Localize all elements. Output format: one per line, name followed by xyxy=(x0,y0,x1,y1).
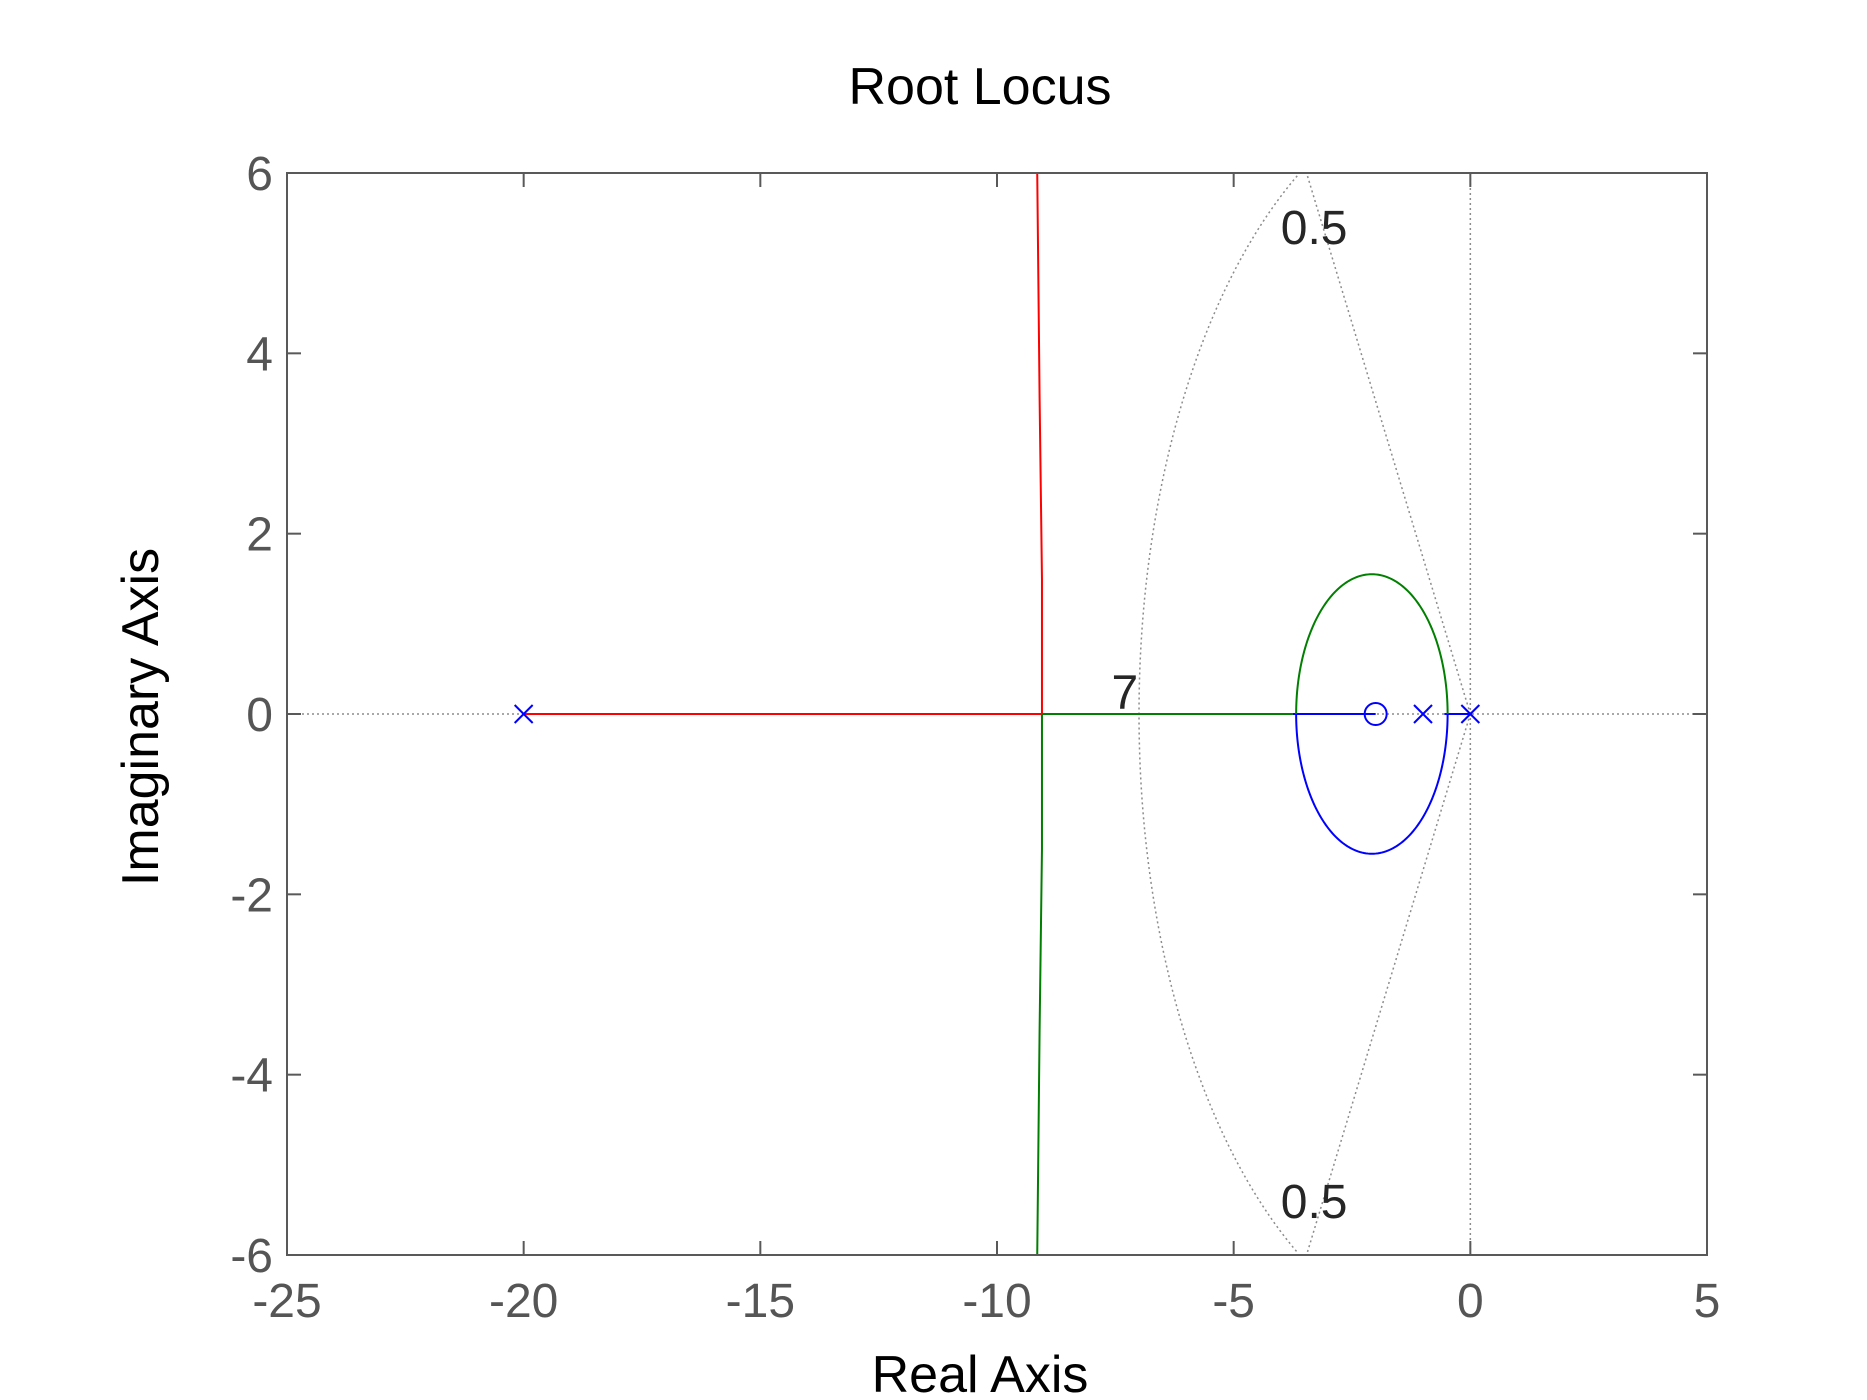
y-tick-label: -2 xyxy=(230,869,273,922)
x-tick-label: -25 xyxy=(252,1275,321,1328)
locus-branch-2 xyxy=(1036,714,1043,1256)
pole-marker-1 xyxy=(1413,704,1433,724)
locus-ellipse-upper xyxy=(1295,573,1449,715)
damping-line-1 xyxy=(1305,713,1472,1256)
pole-marker-0 xyxy=(513,704,534,724)
grid-annotation-1: 0.5 xyxy=(1281,1176,1348,1229)
y-tick-label: 6 xyxy=(246,148,273,201)
x-tick-label: -5 xyxy=(1212,1275,1255,1328)
pole-stroke-b xyxy=(513,704,534,724)
chart-title: Root Locus xyxy=(848,58,1111,116)
plot-area: 0.5 0.5 7 xyxy=(287,172,1707,1256)
locus-branch-0 xyxy=(523,172,1043,715)
grid-annotation-2: 7 xyxy=(1111,666,1138,719)
x-tick-label: -10 xyxy=(962,1275,1031,1328)
zero-marker-0 xyxy=(1363,702,1388,726)
y-tick-label: -6 xyxy=(230,1230,273,1283)
y-tick-label: 2 xyxy=(246,509,273,562)
grid-annotation-0: 0.5 xyxy=(1281,202,1348,255)
x-tick-label: 0 xyxy=(1457,1275,1484,1328)
y-axis-label: Imaginary Axis xyxy=(112,548,170,886)
pole-stroke-b xyxy=(1413,704,1433,724)
x-tick-label: -15 xyxy=(726,1275,795,1328)
x-tick-label: 5 xyxy=(1694,1275,1721,1328)
damping-line-0 xyxy=(1305,172,1472,715)
y-tick-label: 4 xyxy=(246,328,273,381)
pole-marker-2 xyxy=(1460,704,1481,724)
x-axis-label: Real Axis xyxy=(872,1346,1089,1400)
pole-stroke-b xyxy=(1460,704,1481,724)
y-tick-label: -4 xyxy=(230,1050,273,1103)
y-tick-label: 0 xyxy=(246,689,273,742)
locus-ellipse-lower xyxy=(1295,713,1449,855)
x-tick-label: -20 xyxy=(489,1275,558,1328)
